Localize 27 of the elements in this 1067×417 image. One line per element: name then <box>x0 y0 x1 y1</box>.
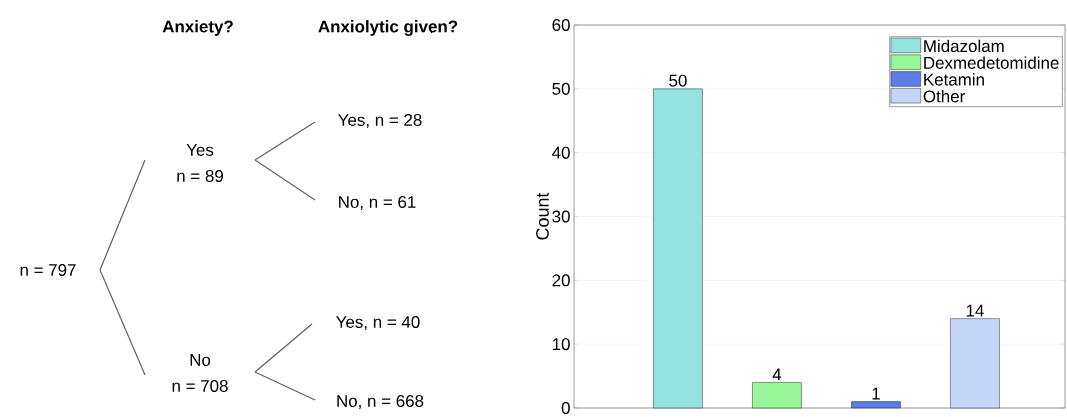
text: Anxiety? <box>162 20 233 36</box>
legend-label: Dexmedetomidine <box>924 56 1059 69</box>
data-label: 14 <box>966 304 984 317</box>
y-tick-label: 40 <box>552 146 570 159</box>
legend-label: Other <box>923 89 965 103</box>
data-label: 50 <box>669 74 687 87</box>
y-tick-label: 10 <box>552 338 570 351</box>
text: Yes <box>186 144 214 156</box>
text: No, n = 61 <box>339 196 416 210</box>
legend-label: Midazolam <box>924 39 1004 53</box>
data-label: 1 <box>872 387 880 400</box>
y-tick-label: 60 <box>552 19 570 31</box>
text: Yes, n = 40 <box>336 316 420 330</box>
y-tick-label: 0 <box>561 402 570 414</box>
text: n = 708 <box>172 380 228 392</box>
y-tick-label: 30 <box>552 210 570 223</box>
legend-label: Ketamin <box>924 73 984 86</box>
text: n = 797 <box>20 264 76 276</box>
y-tick-label: 20 <box>552 274 570 287</box>
text: n = 89 <box>177 170 223 182</box>
text: Yes, n = 28 <box>338 114 422 128</box>
data-label: 4 <box>772 368 782 381</box>
text: Anxiolytic given? <box>318 20 458 36</box>
y-tick-label: 50 <box>552 82 570 95</box>
y-axis-title: Count <box>536 192 549 240</box>
text: No, n = 668 <box>337 395 424 409</box>
text: No <box>190 354 211 366</box>
